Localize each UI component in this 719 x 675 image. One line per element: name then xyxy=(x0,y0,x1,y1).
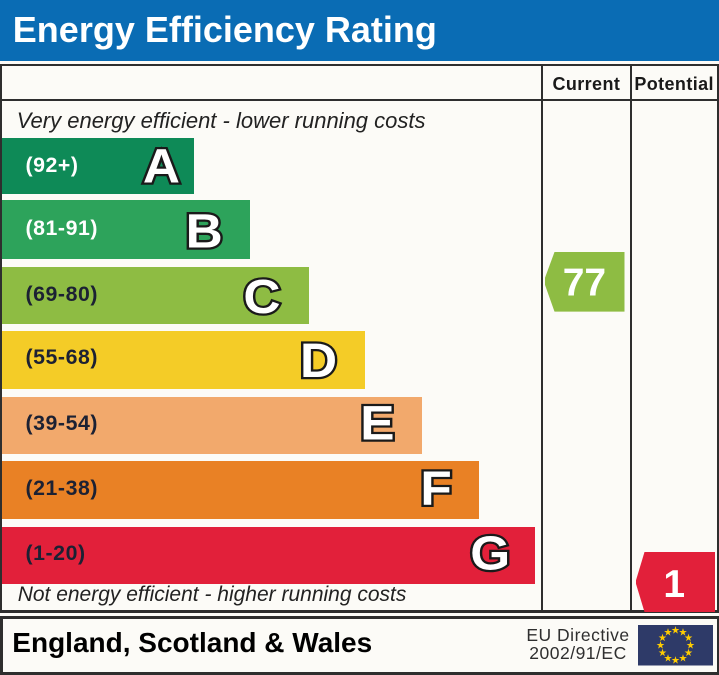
svg-text:A: A xyxy=(143,139,180,193)
svg-text:B: B xyxy=(186,204,223,258)
svg-text:D: D xyxy=(300,334,337,388)
svg-text:G: G xyxy=(470,526,510,580)
svg-text:1: 1 xyxy=(663,562,685,605)
svg-text:77: 77 xyxy=(563,261,606,304)
svg-text:C: C xyxy=(243,270,280,324)
svg-text:E: E xyxy=(360,396,394,450)
svg-text:F: F xyxy=(420,461,451,515)
